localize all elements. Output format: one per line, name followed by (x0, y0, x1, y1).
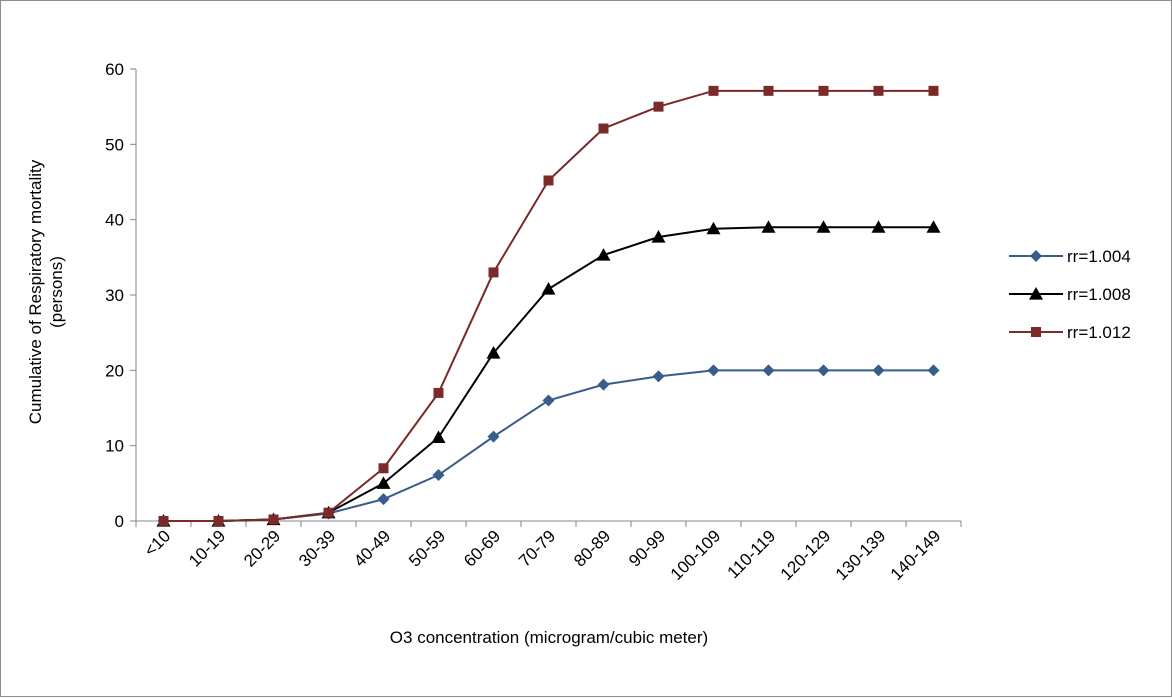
y-tick-label: 10 (105, 437, 124, 456)
data-point (487, 430, 500, 443)
series-line (163, 226, 934, 522)
data-point (927, 364, 940, 377)
x-tick-label: 80-89 (570, 526, 614, 570)
axes: 0 10 20 30 40 50 60 <10 10-19 20-29 30-39 40-49 50-… (105, 60, 962, 584)
data-point (432, 469, 445, 482)
series-line (163, 369, 934, 522)
y-tick-label: 0 (115, 512, 124, 531)
data-point (816, 220, 831, 233)
x-tick-label: 100-109 (667, 526, 725, 584)
legend-swatch-marker (1030, 250, 1042, 262)
legend-item: rr=1.004 (1009, 247, 1131, 266)
data-point (543, 175, 554, 186)
legend-label: rr=1.004 (1067, 247, 1131, 266)
data-point (542, 394, 555, 407)
x-tick-label: 50-59 (405, 526, 449, 570)
data-point (268, 514, 279, 525)
x-tick-label: 140-149 (887, 526, 945, 584)
data-point (818, 85, 829, 96)
data-point (597, 378, 610, 391)
x-axis-title: O3 concentration (microgram/cubic meter) (390, 628, 708, 647)
data-point (653, 101, 664, 112)
data-point (707, 364, 720, 377)
data-point (323, 507, 334, 518)
data-point (213, 516, 224, 526)
data-point (817, 364, 830, 377)
y-axis-title-line-1: Cumulative of Respiratory mortality (26, 159, 45, 424)
series-rr=1.012 (158, 85, 939, 526)
legend: rr=1.004 rr=1.008 rr=1.012 (1009, 247, 1131, 342)
data-point (706, 221, 721, 235)
x-tick-label: <10 (140, 526, 174, 560)
data-point (763, 85, 774, 96)
series-layer (156, 85, 941, 527)
data-point (926, 220, 941, 233)
y-tick-label: 20 (105, 361, 124, 380)
legend-item: rr=1.008 (1009, 285, 1131, 304)
data-point (762, 364, 775, 377)
legend-swatch-marker (1031, 327, 1041, 337)
legend-label: rr=1.008 (1067, 285, 1131, 304)
data-point (376, 476, 391, 489)
x-tick-label: 30-39 (295, 526, 339, 570)
data-point (873, 85, 884, 96)
series-rr=1.004 (157, 364, 940, 527)
y-tick-label: 50 (105, 135, 124, 154)
x-tick-label: 60-69 (460, 526, 504, 570)
data-point (708, 85, 719, 96)
data-point (761, 220, 776, 233)
x-tick-label: 90-99 (625, 526, 669, 570)
x-tick-label: 110-119 (724, 526, 780, 582)
data-point (652, 370, 665, 383)
y-tick-label: 30 (105, 286, 124, 305)
legend-item: rr=1.012 (1009, 323, 1131, 342)
data-point (651, 229, 666, 243)
data-point (872, 364, 885, 377)
data-point (431, 430, 446, 443)
x-tick-label: 120-129 (777, 526, 835, 584)
data-point (541, 281, 556, 295)
data-point (433, 387, 444, 398)
series-line (163, 89, 934, 522)
x-axis-ticks: <10 10-19 20-29 30-39 40-49 50-59 60-69 70-79 80… (135, 521, 962, 584)
legend-label: rr=1.012 (1067, 323, 1131, 342)
data-point (158, 516, 169, 526)
data-point (598, 123, 609, 134)
data-point (488, 267, 499, 278)
data-point (596, 248, 611, 261)
data-point (377, 493, 390, 506)
x-tick-label: 70-79 (515, 526, 559, 570)
x-tick-label: 10-19 (185, 526, 229, 570)
y-axis-title-line-2: (persons) (47, 256, 66, 328)
y-tick-label: 40 (105, 211, 124, 230)
data-point (378, 463, 389, 474)
y-axis-ticks: 0 10 20 30 40 50 60 (105, 60, 136, 531)
data-point (928, 85, 939, 96)
legend-swatch-marker (1029, 287, 1043, 300)
x-tick-label: 130-139 (832, 526, 890, 584)
x-tick-label: 20-29 (240, 526, 284, 570)
x-tick-label: 40-49 (350, 526, 394, 570)
data-point (486, 346, 501, 359)
data-point (871, 220, 886, 233)
y-tick-label: 60 (105, 60, 124, 79)
